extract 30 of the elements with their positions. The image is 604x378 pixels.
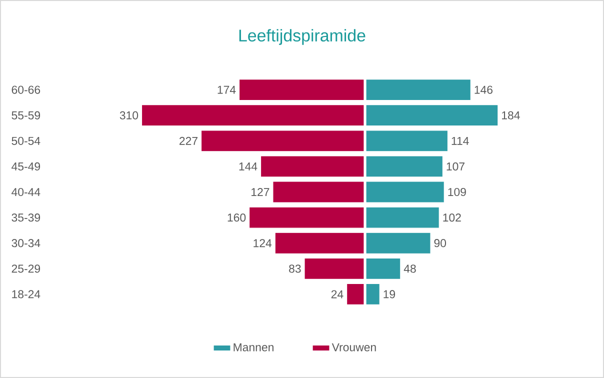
- data-label: 124: [254, 239, 272, 248]
- data-label: 24: [331, 290, 344, 298]
- y-tick-label: 40-44: [12, 188, 40, 196]
- chart-title: Leeftijdspiramide: [239, 29, 366, 45]
- data-label: 102: [443, 214, 461, 222]
- data-label: 90: [434, 239, 446, 248]
- data-label: 144: [239, 162, 258, 170]
- y-tick-label: 60-66: [12, 86, 40, 94]
- y-tick-label: 45-49: [12, 162, 40, 171]
- y-tick-label: 25-29: [12, 264, 40, 273]
- data-label: 227: [180, 136, 198, 145]
- data-label: 107: [446, 162, 464, 171]
- data-label: 83: [289, 264, 301, 273]
- data-label: 310: [120, 111, 138, 120]
- data-label: 114: [452, 136, 469, 145]
- y-tick-label: 30-34: [12, 239, 40, 248]
- y-tick-label: 18-24: [12, 290, 40, 298]
- data-label: 19: [384, 290, 396, 298]
- data-label: 184: [502, 111, 520, 120]
- data-label: 48: [404, 264, 416, 273]
- y-tick-label: 50-54: [12, 136, 40, 145]
- legend-label: Vrouwen: [332, 343, 376, 352]
- data-label: 160: [228, 214, 246, 222]
- data-label: 127: [252, 188, 270, 196]
- data-label: 109: [448, 188, 466, 196]
- legend-label: Mannen: [234, 343, 274, 352]
- y-tick-label: 55-59: [12, 111, 40, 120]
- data-label: 174: [218, 86, 236, 94]
- data-label: 146: [474, 86, 492, 94]
- y-tick-label: 35-39: [12, 214, 40, 222]
